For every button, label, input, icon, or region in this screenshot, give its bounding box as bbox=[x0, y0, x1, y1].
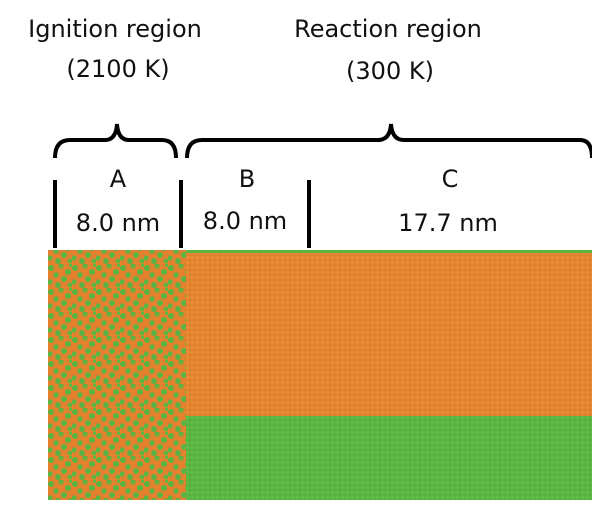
segment-width: 17.7 nm bbox=[398, 209, 498, 237]
surface-layer bbox=[186, 250, 592, 253]
region-name: Ignition region bbox=[28, 15, 202, 43]
region-temperature: (300 K) bbox=[346, 57, 434, 85]
brace bbox=[187, 124, 592, 158]
segment-width: 8.0 nm bbox=[203, 207, 287, 235]
orange-layer bbox=[186, 250, 592, 416]
region-name: Reaction region bbox=[294, 15, 482, 43]
green-layer bbox=[186, 416, 592, 500]
segment-label: B bbox=[239, 165, 255, 193]
brace bbox=[55, 124, 176, 158]
ignition-slab bbox=[48, 250, 186, 500]
segment-label: C bbox=[442, 165, 459, 193]
figure: Ignition region (2100 K) Reaction region… bbox=[0, 0, 592, 515]
segment-label: A bbox=[110, 165, 127, 193]
segment-width: 8.0 nm bbox=[76, 209, 160, 237]
region-temperature: (2100 K) bbox=[66, 55, 169, 83]
